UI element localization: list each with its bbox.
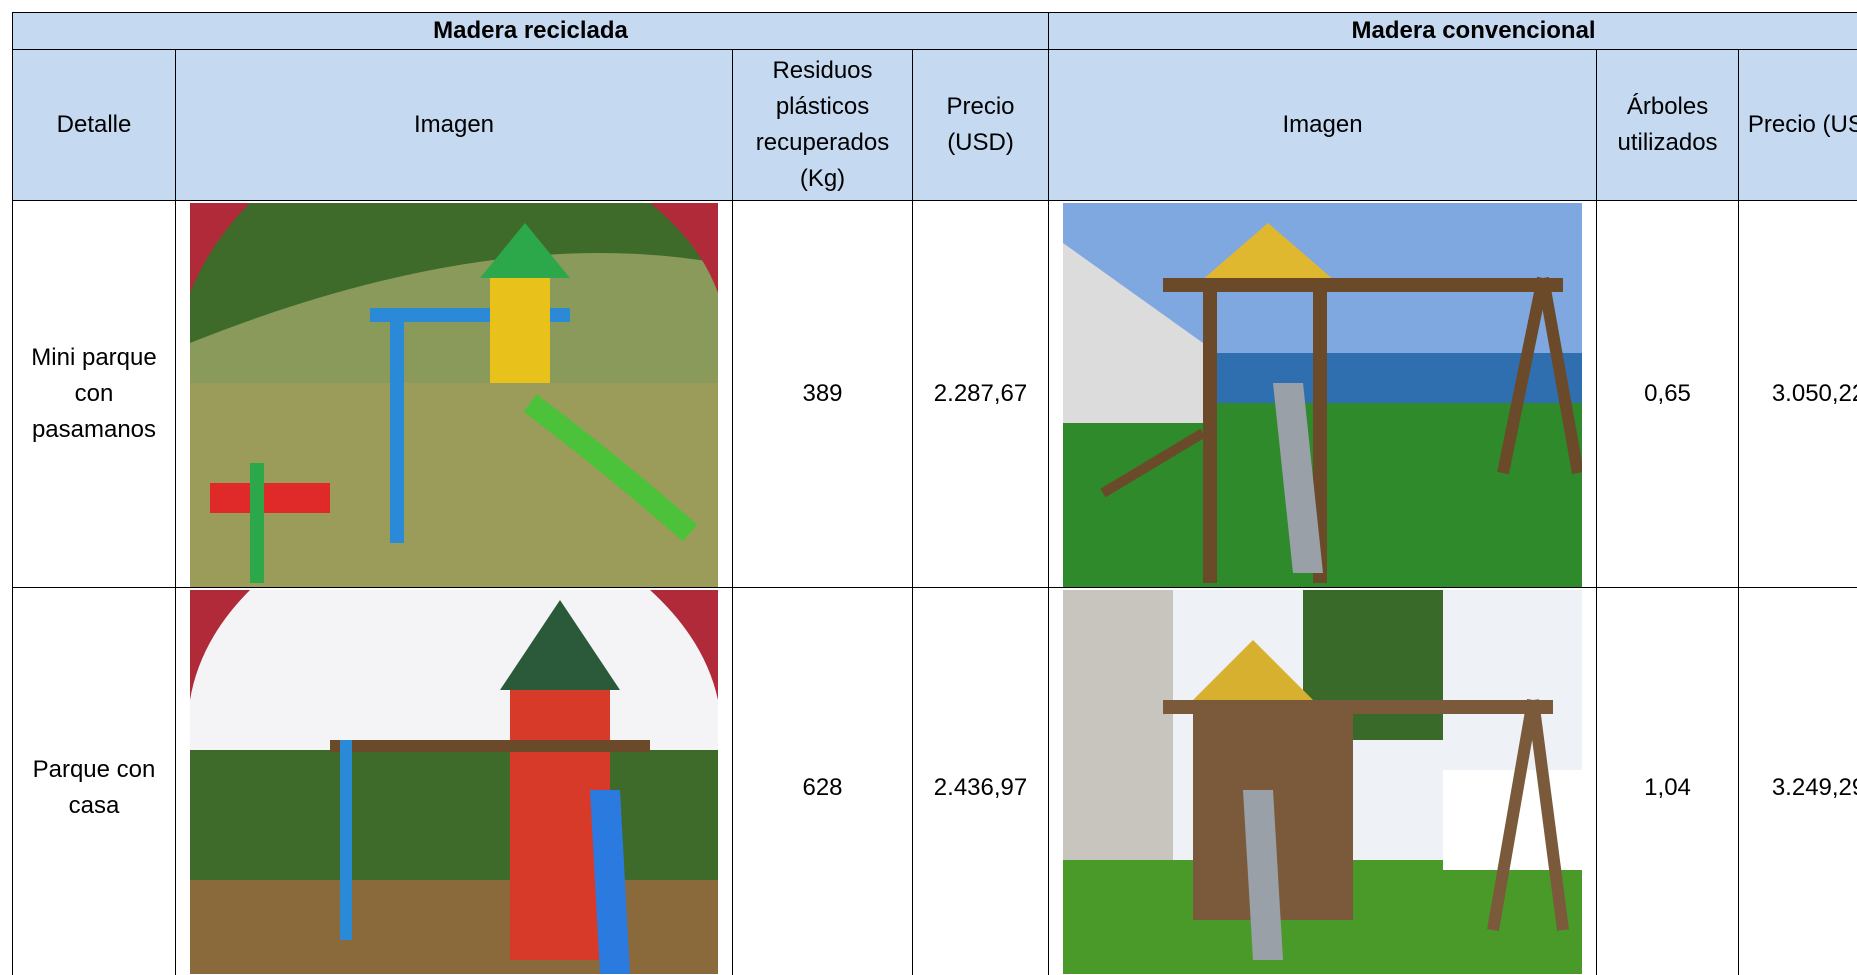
column-header: Detalle <box>13 50 176 201</box>
data-cell: 0,65 <box>1597 201 1739 588</box>
image-cell <box>176 201 733 588</box>
column-header: Árboles utilizados <box>1597 50 1739 201</box>
table-row: Parque con casa 628 2.436,97 <box>13 588 1857 975</box>
photo <box>1063 203 1582 587</box>
header-row: Detalle Imagen Residuos plásticos recupe… <box>13 50 1857 201</box>
column-header: Precio (USD) <box>1739 50 1857 201</box>
data-cell: 3.249,29 <box>1739 588 1857 975</box>
data-cell: 2.436,97 <box>913 588 1049 975</box>
column-header: Precio (USD) <box>913 50 1049 201</box>
data-cell: 628 <box>733 588 913 975</box>
photo <box>190 203 718 587</box>
page: Madera reciclada Madera convencional Det… <box>0 0 1857 975</box>
group-header: Madera convencional <box>1049 13 1857 50</box>
photo <box>1063 590 1582 974</box>
photo <box>190 590 718 974</box>
image-cell <box>1049 201 1597 588</box>
image-cell <box>1049 588 1597 975</box>
data-cell: 1,04 <box>1597 588 1739 975</box>
data-cell: 389 <box>733 201 913 588</box>
data-cell: 2.287,67 <box>913 201 1049 588</box>
table-row: Mini parque con pasamanos 389 2.287,67 <box>13 201 1857 588</box>
detail-cell: Parque con casa <box>13 588 176 975</box>
detail-cell: Mini parque con pasamanos <box>13 201 176 588</box>
comparison-table: Madera reciclada Madera convencional Det… <box>12 12 1857 975</box>
column-header: Imagen <box>1049 50 1597 201</box>
column-header: Imagen <box>176 50 733 201</box>
group-header: Madera reciclada <box>13 13 1049 50</box>
column-header: Residuos plásticos recuperados (Kg) <box>733 50 913 201</box>
group-row: Madera reciclada Madera convencional <box>13 13 1857 50</box>
data-cell: 3.050,22 <box>1739 201 1857 588</box>
image-cell <box>176 588 733 975</box>
